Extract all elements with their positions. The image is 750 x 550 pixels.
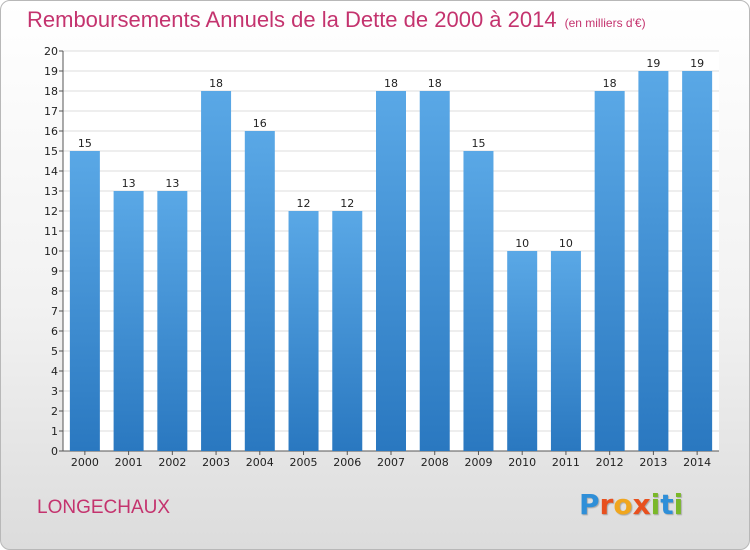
data-label: 13 bbox=[165, 177, 179, 190]
data-label: 18 bbox=[603, 77, 617, 90]
x-tick-label: 2006 bbox=[333, 456, 361, 469]
proxiti-logo: Proxiti bbox=[579, 488, 683, 521]
bar bbox=[682, 71, 713, 451]
logo-letter: r bbox=[599, 488, 614, 521]
x-tick-label: 2001 bbox=[115, 456, 143, 469]
x-tick-label: 2010 bbox=[508, 456, 536, 469]
bar bbox=[288, 211, 319, 451]
x-tick-label: 2011 bbox=[552, 456, 580, 469]
y-tick-label: 13 bbox=[44, 185, 58, 198]
data-label: 19 bbox=[690, 57, 704, 70]
logo-letter: P bbox=[579, 488, 600, 521]
bar bbox=[113, 191, 144, 451]
data-label: 12 bbox=[340, 197, 354, 210]
x-tick-label: 2007 bbox=[377, 456, 405, 469]
x-tick-label: 2013 bbox=[639, 456, 667, 469]
y-tick-label: 3 bbox=[51, 385, 58, 398]
data-label: 18 bbox=[209, 77, 223, 90]
bar bbox=[507, 251, 538, 451]
x-tick-label: 2000 bbox=[71, 456, 99, 469]
y-tick-label: 7 bbox=[51, 305, 58, 318]
y-tick-label: 19 bbox=[44, 65, 58, 78]
y-tick-label: 4 bbox=[51, 365, 58, 378]
data-label: 18 bbox=[384, 77, 398, 90]
bar bbox=[157, 191, 188, 451]
y-tick-label: 8 bbox=[51, 285, 58, 298]
bar bbox=[69, 151, 100, 451]
y-tick-label: 10 bbox=[44, 245, 58, 258]
bar bbox=[376, 91, 406, 451]
x-tick-label: 2008 bbox=[421, 456, 449, 469]
data-label: 16 bbox=[253, 117, 267, 130]
bar bbox=[419, 91, 450, 451]
data-label: 10 bbox=[559, 237, 573, 250]
x-tick-label: 2004 bbox=[246, 456, 274, 469]
logo-letter: o bbox=[613, 488, 633, 521]
data-label: 19 bbox=[646, 57, 660, 70]
y-tick-label: 1 bbox=[51, 425, 58, 438]
y-tick-label: 9 bbox=[51, 265, 58, 278]
bar bbox=[332, 211, 363, 451]
logo-letter: x bbox=[632, 488, 651, 521]
bar bbox=[550, 251, 581, 451]
data-label: 15 bbox=[471, 137, 485, 150]
y-tick-label: 11 bbox=[44, 225, 58, 238]
logo-letter: t bbox=[660, 488, 674, 521]
chart-subtitle: (en milliers d'€) bbox=[564, 16, 646, 30]
y-tick-label: 0 bbox=[51, 445, 58, 458]
data-label: 10 bbox=[515, 237, 529, 250]
x-tick-label: 2012 bbox=[596, 456, 624, 469]
y-tick-label: 5 bbox=[51, 345, 58, 358]
bar bbox=[201, 91, 232, 451]
x-tick-label: 2002 bbox=[158, 456, 186, 469]
x-tick-label: 2003 bbox=[202, 456, 230, 469]
data-label: 13 bbox=[122, 177, 136, 190]
y-tick-label: 17 bbox=[44, 105, 58, 118]
y-tick-label: 20 bbox=[44, 45, 58, 58]
y-tick-label: 14 bbox=[44, 165, 58, 178]
y-tick-label: 15 bbox=[44, 145, 58, 158]
data-label: 15 bbox=[78, 137, 92, 150]
bar bbox=[244, 131, 275, 451]
x-tick-label: 2005 bbox=[290, 456, 318, 469]
x-tick-label: 2009 bbox=[464, 456, 492, 469]
chart-title-text: Remboursements Annuels de la Dette de 20… bbox=[27, 7, 557, 32]
data-label: 18 bbox=[428, 77, 442, 90]
logo-letter: i bbox=[673, 488, 684, 521]
y-tick-label: 6 bbox=[51, 325, 58, 338]
bar bbox=[594, 91, 625, 451]
chart-title: Remboursements Annuels de la Dette de 20… bbox=[27, 7, 646, 33]
y-tick-label: 18 bbox=[44, 85, 58, 98]
bar bbox=[463, 151, 494, 451]
y-tick-label: 16 bbox=[44, 125, 58, 138]
data-label: 12 bbox=[297, 197, 311, 210]
commune-name: LONGECHAUX bbox=[37, 497, 171, 518]
bar bbox=[638, 71, 669, 451]
x-tick-label: 2014 bbox=[683, 456, 711, 469]
logo-letter: i bbox=[650, 488, 661, 521]
y-tick-label: 12 bbox=[44, 205, 58, 218]
y-tick-label: 2 bbox=[51, 405, 58, 418]
